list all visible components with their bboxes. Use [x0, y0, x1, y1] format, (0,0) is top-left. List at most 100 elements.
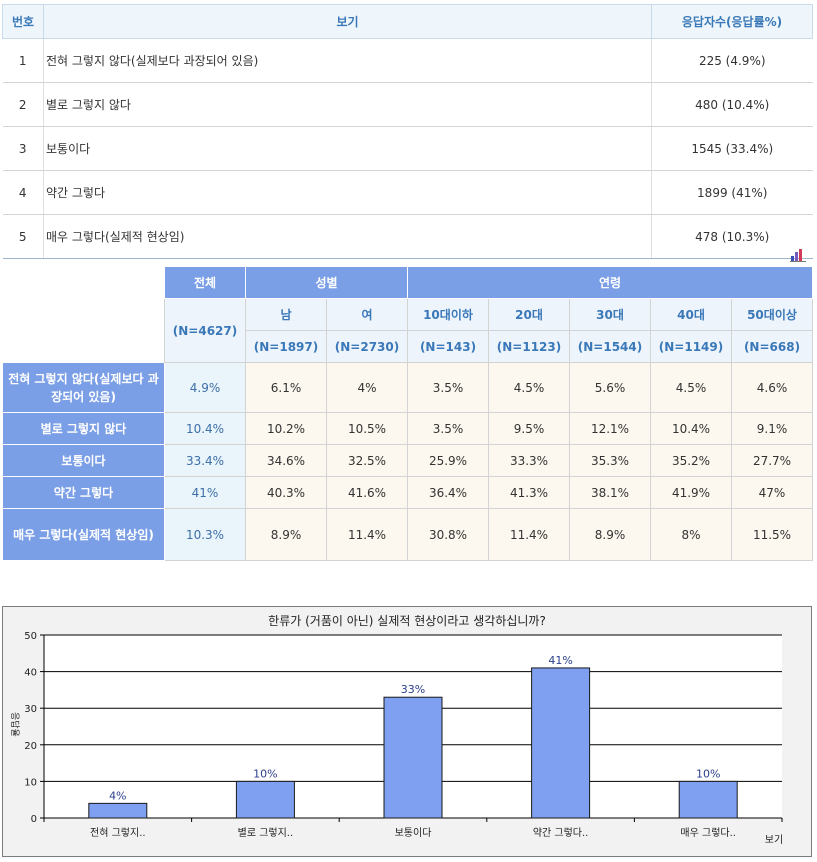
crosstab-cell: 4.6% [731, 362, 813, 413]
crosstab-row: 매우 그렇다(실제적 현상임) 10.3% 8.9% 11.4% 30.8% 1… [2, 508, 813, 561]
x-tick-label: 별로 그렇지.. [238, 826, 294, 839]
bar [235, 780, 295, 819]
survey-row: 4 약간 그렇다 1899 (41%) [2, 170, 813, 215]
age-n: (N=1123) [488, 330, 570, 363]
age-n: (N=668) [731, 330, 813, 363]
y-axis-label: 응답율 [9, 712, 21, 737]
bar-value-label: 10% [696, 767, 720, 780]
crosstab-total-cell: 4.9% [164, 362, 246, 413]
crosstab-cell: 9.1% [731, 412, 813, 445]
crosstab-row: 별로 그렇지 않다 10.4% 10.2% 10.5% 3.5% 9.5% 12… [2, 412, 813, 445]
x-tick-label: 보통이다 [395, 827, 432, 839]
col-option-header: 보기 [43, 4, 652, 39]
age-label: 50대이상 [731, 298, 813, 331]
crosstab-total-cell: 41% [164, 476, 246, 509]
age-n: (N=1544) [569, 330, 651, 363]
crosstab-row-label: 매우 그렇다(실제적 현상임) [2, 508, 165, 561]
gender-n: (N=2730) [326, 330, 408, 363]
survey-row-option: 전혀 그렇지 않다(실제보다 과장되어 있음) [43, 38, 652, 83]
crosstab-cell: 5.6% [569, 362, 651, 413]
chart-title: 한류가 (거품이 아닌) 실제적 현상이라고 생각하십니까? [268, 614, 546, 628]
crosstab-total-cell: 33.4% [164, 444, 246, 477]
crosstab-row: 보통이다 33.4% 34.6% 32.5% 25.9% 33.3% 35.3%… [2, 444, 813, 477]
y-tick-label: 40 [24, 668, 37, 679]
age-header: 연령 [407, 266, 813, 299]
crosstab-cell: 38.1% [569, 476, 651, 509]
bar [383, 696, 443, 819]
col-count-header: 응답자수(응답률%) [651, 4, 813, 39]
survey-row-count: 480 (10.4%) [651, 82, 813, 127]
crosstab-cell: 41.6% [326, 476, 408, 509]
age-label: 10대이하 [407, 298, 489, 331]
survey-row-count: 1545 (33.4%) [651, 126, 813, 171]
gender-n: (N=1897) [245, 330, 327, 363]
survey-row-option: 약간 그렇다 [43, 170, 652, 215]
crosstab-cell: 11.4% [326, 508, 408, 561]
col-number-header: 번호 [2, 4, 44, 39]
crosstab-cell: 11.4% [488, 508, 570, 561]
survey-row-number: 3 [2, 126, 44, 171]
crosstab-cell: 4.5% [488, 362, 570, 413]
crosstab-row-label: 보통이다 [2, 444, 165, 477]
crosstab-cell: 3.5% [407, 362, 489, 413]
crosstab-cell: 6.1% [245, 362, 327, 413]
crosstab-n-row: (N=1897) (N=2730) (N=143) (N=1123) (N=15… [3, 330, 813, 363]
gender-label: 남 [245, 298, 327, 331]
survey-row-option: 보통이다 [43, 126, 652, 171]
age-label: 40대 [650, 298, 732, 331]
y-tick-label: 10 [24, 777, 37, 788]
crosstab-cell: 8.9% [569, 508, 651, 561]
bar-chart-icon[interactable] [790, 248, 806, 262]
survey-row-count: 478 (10.3%) [651, 214, 813, 259]
bar-value-label: 41% [548, 654, 572, 667]
bar-value-label: 10% [253, 767, 277, 780]
survey-results-table: 번호 보기 응답자수(응답률%) 1 전혀 그렇지 않다(실제보다 과장되어 있… [2, 4, 813, 259]
bar [678, 780, 738, 819]
crosstab-cell: 33.3% [488, 444, 570, 477]
age-n: (N=1149) [650, 330, 732, 363]
y-tick-label: 30 [24, 704, 37, 715]
crosstab-header-row: 전체 성별 연령 [2, 266, 813, 363]
survey-header-row: 번호 보기 응답자수(응답률%) [2, 4, 813, 39]
crosstab-cell: 12.1% [569, 412, 651, 445]
crosstab-row-label: 약간 그렇다 [2, 476, 165, 509]
x-tick-label: 약간 그렇다.. [533, 826, 589, 839]
bar-value-label: 33% [401, 683, 425, 696]
crosstab-cell: 10.5% [326, 412, 408, 445]
crosstab-cell: 4% [326, 362, 408, 413]
survey-row: 5 매우 그렇다(실제적 현상임) 478 (10.3%) [2, 214, 813, 259]
crosstab-cell: 8.9% [245, 508, 327, 561]
gender-header: 성별 [245, 266, 408, 299]
crosstab-total-cell: 10.4% [164, 412, 246, 445]
x-tick-label: 매우 그렇다.. [680, 826, 736, 839]
bar-chart: 한류가 (거품이 아닌) 실제적 현상이라고 생각하십니까? 0 10 20 30 40 5… [2, 606, 812, 857]
crosstab-row-label: 전혀 그렇지 않다(실제보다 과장되어 있음) [2, 362, 165, 413]
x-axis-label: 보기 [765, 834, 783, 846]
crosstab-cell: 11.5% [731, 508, 813, 561]
survey-row-number: 2 [2, 82, 44, 127]
crosstab-cell: 34.6% [245, 444, 327, 477]
crosstab-cell: 27.7% [731, 444, 813, 477]
crosstab-cell: 41.9% [650, 476, 732, 509]
x-tick-label: 전혀 그렇지.. [90, 826, 146, 839]
bar-value-label: 4% [109, 789, 126, 802]
crosstab-cell: 4.5% [650, 362, 732, 413]
crosstab-row: 약간 그렇다 41% 40.3% 41.6% 36.4% 41.3% 38.1%… [2, 476, 813, 509]
survey-row-count: 1899 (41%) [651, 170, 813, 215]
crosstab-cell: 10.2% [245, 412, 327, 445]
crosstab-cell: 9.5% [488, 412, 570, 445]
age-n: (N=143) [407, 330, 489, 363]
bar [531, 667, 591, 819]
total-n: (N=4627) [164, 298, 246, 363]
bar-chart-svg: 한류가 (거품이 아닌) 실제적 현상이라고 생각하십니까? 0 10 20 30 40 5… [9, 614, 783, 846]
crosstab-total-cell: 10.3% [164, 508, 246, 561]
survey-row: 3 보통이다 1545 (33.4%) [2, 126, 813, 171]
y-tick-label: 50 [24, 631, 37, 642]
crosstab-cell: 30.8% [407, 508, 489, 561]
survey-row-count: 225 (4.9%) [651, 38, 813, 83]
crosstab-cell: 25.9% [407, 444, 489, 477]
survey-row: 2 별로 그렇지 않다 480 (10.4%) [2, 82, 813, 127]
crosstab-cell: 8% [650, 508, 732, 561]
gender-label: 여 [326, 298, 408, 331]
survey-row-number: 4 [2, 170, 44, 215]
